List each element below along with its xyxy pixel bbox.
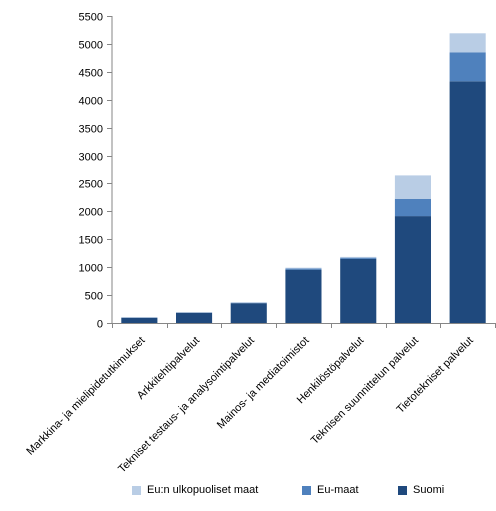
- x-category-label: Mainos- ja mediatoimistot: [215, 335, 312, 432]
- bar-segment: [340, 258, 377, 323]
- bar-segment: [394, 198, 431, 217]
- bar-segment: [340, 256, 377, 258]
- y-tick-label: 5500: [79, 12, 103, 24]
- x-axis: Markkina- ja mielipidetutkimuksetArkkite…: [24, 323, 496, 475]
- legend: Eu:n ulkopuoliset maat Eu-maat Suomi: [0, 484, 496, 502]
- bar-segment: [230, 303, 267, 323]
- y-tick-label: 3500: [79, 124, 103, 136]
- legend-label: Eu-maat: [317, 484, 359, 496]
- y-tick-label: 2000: [79, 207, 103, 219]
- bar-segment: [285, 267, 322, 269]
- y-tick-label: 4000: [79, 96, 103, 108]
- y-tick-label: 500: [85, 291, 103, 303]
- bar-segment: [449, 52, 486, 82]
- legend-swatch: [302, 485, 311, 495]
- bars: [121, 33, 486, 323]
- y-tick-label: 4500: [79, 68, 103, 80]
- bar-segment: [449, 33, 486, 53]
- x-category-label: Teknisen suunnittelun palvelut: [309, 335, 421, 447]
- stacked-bar-chart: 0 500 1000 1500 2000 2500 3000 3500 4000 4500 5000…: [24, 12, 496, 475]
- x-category-label: Markkina- ja mielipidetutkimukset: [24, 335, 147, 458]
- bar-segment: [121, 317, 158, 323]
- legend-swatch: [398, 485, 407, 495]
- legend-item-eu-maat: Eu-maat: [302, 484, 359, 496]
- y-tick-label: 1500: [79, 235, 103, 247]
- legend-item-suomi: Suomi: [398, 484, 444, 496]
- bar-segment: [340, 257, 377, 259]
- y-tick-label: 1000: [79, 263, 103, 275]
- y-tick-label: 5000: [79, 40, 103, 52]
- y-tick-label: 0: [97, 319, 103, 331]
- bar-segment: [394, 175, 431, 199]
- legend-swatch: [132, 485, 141, 495]
- bar-segment: [394, 216, 431, 323]
- bar-segment: [285, 269, 322, 323]
- y-tick-label: 2500: [79, 179, 103, 191]
- bar-segment: [176, 312, 213, 323]
- y-tick-label: 3000: [79, 152, 103, 164]
- legend-label: Eu:n ulkopuoliset maat: [147, 484, 259, 496]
- y-axis: 0 500 1000 1500 2000 2500 3000 3500 4000 4500 5000…: [79, 12, 113, 331]
- bar-segment: [449, 81, 486, 323]
- legend-item-eu-ulkopuoliset: Eu:n ulkopuoliset maat: [132, 484, 258, 496]
- bar-segment: [285, 268, 322, 270]
- legend-label: Suomi: [413, 484, 445, 496]
